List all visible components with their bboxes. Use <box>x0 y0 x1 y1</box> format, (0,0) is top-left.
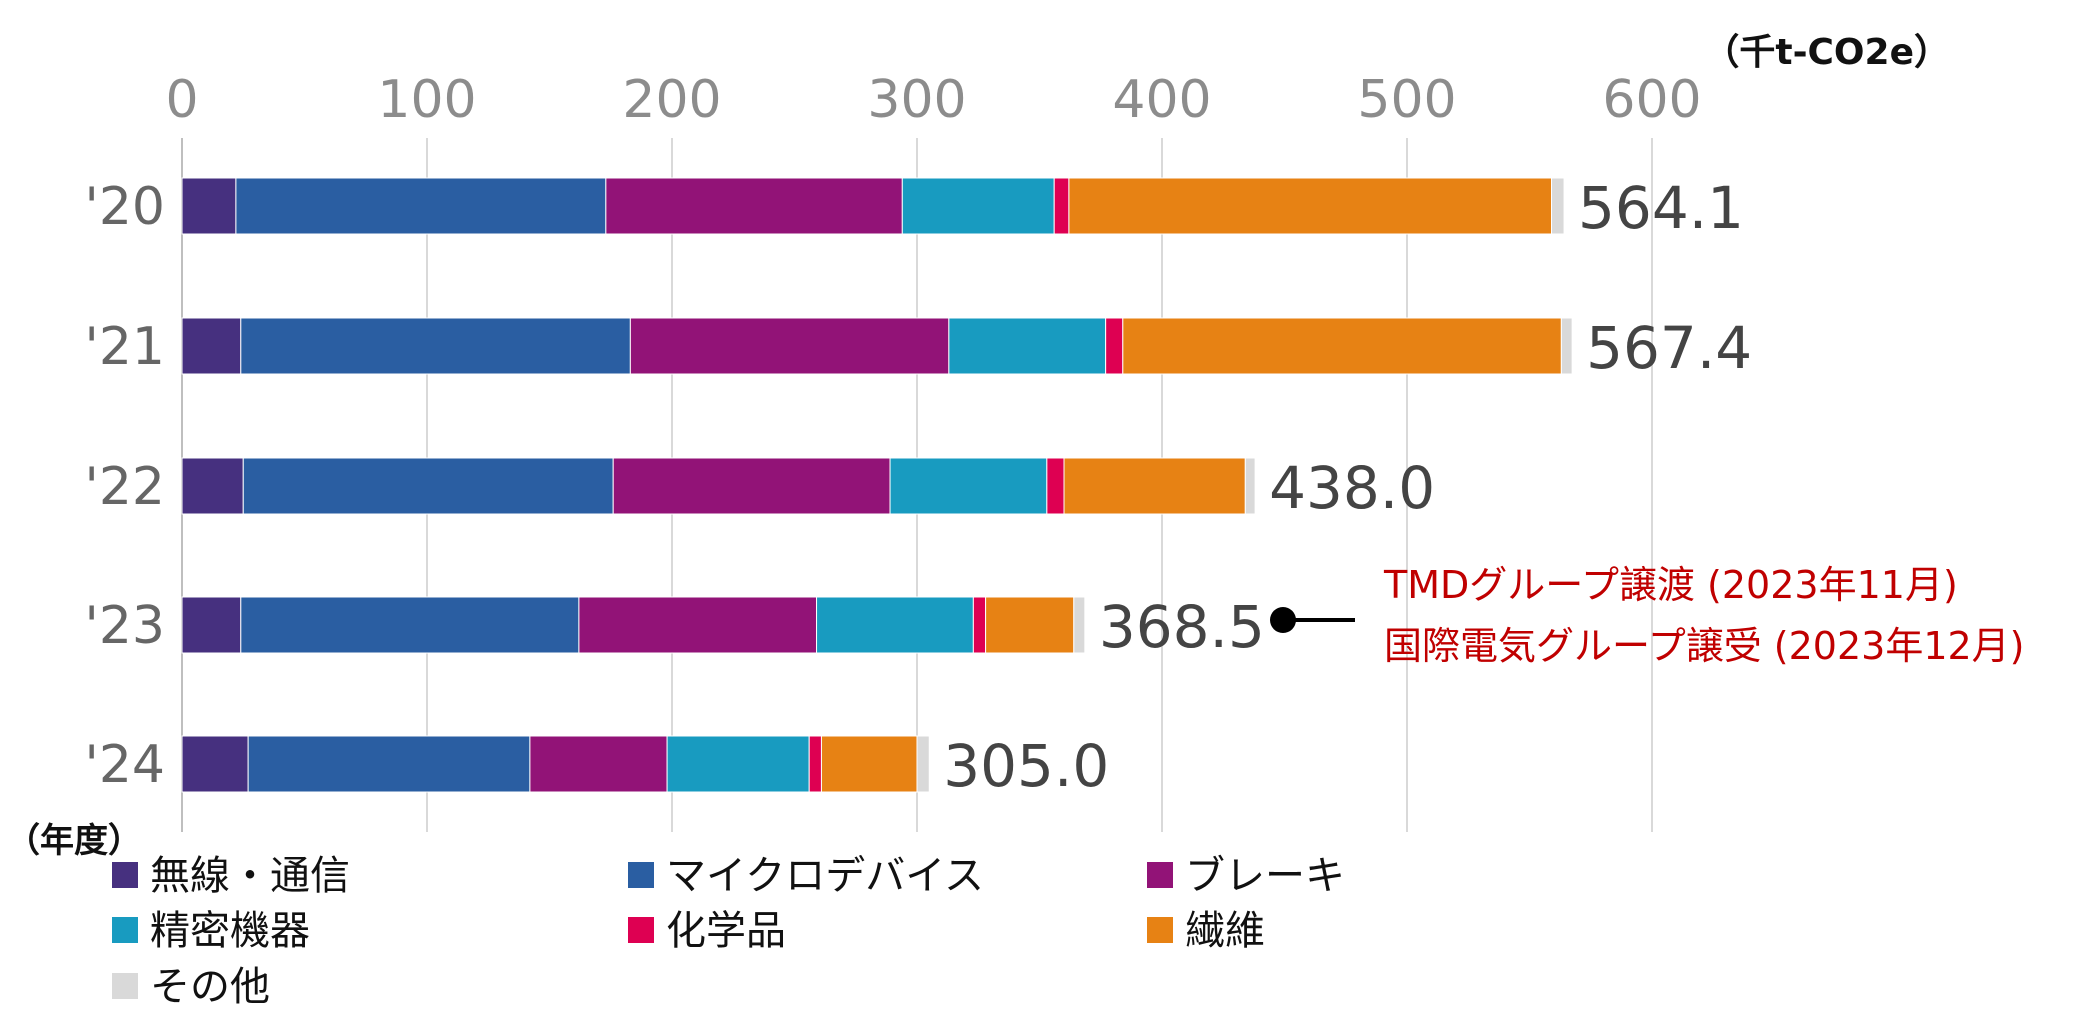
bar-segment <box>240 596 580 654</box>
category-label: '21 <box>85 317 165 377</box>
legend-label: 化学品 <box>666 908 786 954</box>
category-label: '22 <box>85 457 165 517</box>
bar-segment <box>948 317 1107 375</box>
legend-swatch <box>112 973 138 999</box>
legend-label: 無線・通信 <box>150 853 350 899</box>
bar-segment <box>916 735 930 793</box>
total-label: 564.1 <box>1578 174 1744 242</box>
bar-segment <box>1244 457 1256 515</box>
legend-label: 繊維 <box>1185 908 1265 954</box>
legend-swatch <box>1147 862 1173 888</box>
category-label: '23 <box>85 596 165 656</box>
x-tick-label: 300 <box>867 70 966 130</box>
total-label: 567.4 <box>1586 314 1752 382</box>
x-tick-label: 200 <box>622 70 721 130</box>
bar-segment <box>247 735 531 793</box>
legend-swatch <box>112 862 138 888</box>
legend-label: その他 <box>150 964 270 1010</box>
legend-label: ブレーキ <box>1185 853 1345 899</box>
bar-segment <box>605 177 903 235</box>
legend-swatch <box>628 917 654 943</box>
category-label: '20 <box>85 177 165 237</box>
bar-segment <box>666 735 810 793</box>
bar-segment <box>181 596 242 654</box>
bar-segment <box>181 317 242 375</box>
x-tick-label: 0 <box>165 70 198 130</box>
bar-segment <box>985 596 1075 654</box>
bar-segment <box>1063 457 1246 515</box>
x-axis-ticks: 0 100 200 300 400 500 600 <box>165 70 1701 130</box>
bar-segment <box>1068 177 1553 235</box>
bars <box>181 177 1573 793</box>
bar-segment <box>889 457 1048 515</box>
bar-segment <box>578 596 818 654</box>
legend-swatch <box>1147 917 1173 943</box>
bar-segment <box>529 735 668 793</box>
x-tick-label: 600 <box>1602 70 1701 130</box>
bar-segment <box>1122 317 1562 375</box>
category-label: '24 <box>85 735 165 795</box>
fiscal-year-label: （年度） <box>6 821 142 861</box>
bar-segment <box>820 735 918 793</box>
bar-segment <box>240 317 631 375</box>
bar-segment <box>972 596 987 654</box>
bar-segment <box>816 596 974 654</box>
annotation-line-1: TMDグループ譲渡 (2023年11月) <box>1383 563 1958 607</box>
bar-segment <box>1053 177 1070 235</box>
bar-segment <box>901 177 1055 235</box>
bar-segment <box>1046 457 1065 515</box>
x-tick-label: 500 <box>1357 70 1456 130</box>
legend-swatch <box>628 862 654 888</box>
bar-segment <box>1105 317 1124 375</box>
bar-segment <box>1551 177 1565 235</box>
bar-segment <box>181 457 244 515</box>
total-label: 305.0 <box>943 732 1109 800</box>
legend-label: 精密機器 <box>150 908 310 954</box>
total-label: 438.0 <box>1269 454 1435 522</box>
total-labels: 564.1 567.4 438.0 368.5 305.0 <box>943 174 1752 800</box>
annotation: TMDグループ譲渡 (2023年11月) 国際電気グループ譲受 (2023年12… <box>1270 563 2025 668</box>
legend-swatch <box>112 917 138 943</box>
bar-segment <box>242 457 614 515</box>
bar-segment <box>181 735 249 793</box>
legend-label: マイクロデバイス <box>666 853 984 899</box>
bar-segment <box>629 317 950 375</box>
bar-segment <box>235 177 607 235</box>
x-tick-label: 100 <box>377 70 476 130</box>
total-label: 368.5 <box>1099 593 1265 661</box>
bar-segment <box>808 735 822 793</box>
x-tick-label: 400 <box>1112 70 1211 130</box>
bar-segment <box>1073 596 1086 654</box>
unit-label: （千t-CO2e） <box>1703 32 1950 73</box>
annotation-line-2: 国際電気グループ譲受 (2023年12月) <box>1384 624 2025 668</box>
bar-segment <box>181 177 237 235</box>
bar-segment <box>612 457 891 515</box>
bar-segment <box>1560 317 1573 375</box>
category-labels: '20 '21 '22 '23 '24 <box>85 177 165 795</box>
